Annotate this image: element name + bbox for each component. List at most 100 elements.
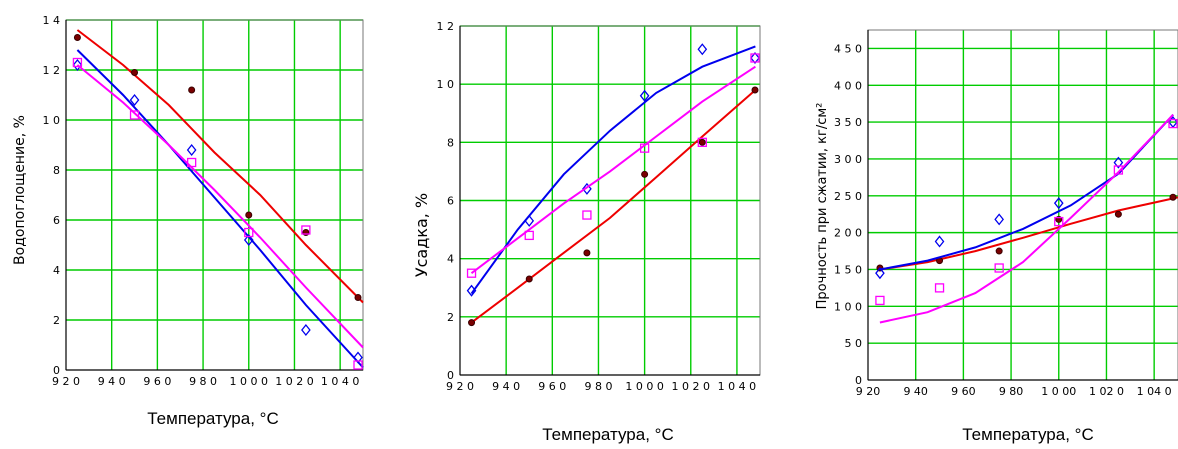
x-tick-label: 9 6 0 xyxy=(143,375,171,388)
y-tick-label: 4 xyxy=(53,264,60,277)
series-2 xyxy=(466,53,760,278)
plot-area xyxy=(65,19,364,371)
y-tick-label: 8 xyxy=(53,164,60,177)
y-tick-label: 0 xyxy=(53,364,60,377)
series-2 xyxy=(875,114,1178,324)
data-point xyxy=(131,69,139,76)
data-point xyxy=(301,225,311,235)
x-tick-label: 1 04 0 xyxy=(1137,385,1172,398)
series-line xyxy=(76,49,364,369)
x-axis-label: Температура, °С xyxy=(962,425,1093,444)
data-point xyxy=(697,43,708,56)
y-tick-label: 6 xyxy=(447,195,454,208)
data-point xyxy=(994,213,1004,226)
series-0 xyxy=(73,29,364,304)
data-point xyxy=(245,211,253,219)
data-point xyxy=(188,86,196,94)
chart-water-absorption: Водопоглощение, % Температура, °С 9 2 0 9… xyxy=(12,14,364,428)
series-line xyxy=(470,89,757,324)
x-tick-label: 9 4 0 xyxy=(98,375,126,388)
data-point xyxy=(187,157,197,168)
x-tick-label: 9 2 0 xyxy=(52,375,80,388)
y-tick-label: 5 0 xyxy=(845,337,863,350)
x-axis-label: Температура, °С xyxy=(147,409,278,428)
series-line xyxy=(879,196,1178,271)
plot-background xyxy=(66,20,363,370)
data-point xyxy=(353,351,363,364)
y-axis-label: Усадка, % xyxy=(412,193,431,277)
series-0 xyxy=(468,86,759,327)
series-0 xyxy=(876,193,1178,272)
data-point xyxy=(639,89,650,102)
series-line xyxy=(76,29,364,304)
data-point xyxy=(697,137,707,147)
data-point xyxy=(995,247,1003,255)
data-point xyxy=(750,53,760,63)
data-point xyxy=(750,51,760,65)
x-tick-label: 1 0 4 0 xyxy=(321,375,359,388)
plot-area xyxy=(867,29,1178,381)
data-point xyxy=(524,230,534,241)
y-tick-label: 2 xyxy=(447,311,454,324)
data-point xyxy=(1054,216,1064,227)
y-tick-label: 4 5 0 xyxy=(834,42,862,55)
data-point xyxy=(129,110,140,120)
plot-area xyxy=(459,25,761,376)
data-point xyxy=(1114,210,1122,218)
data-point xyxy=(243,233,254,247)
data-point xyxy=(72,57,83,68)
y-tick-label: 1 4 xyxy=(43,14,61,27)
series-1 xyxy=(72,49,364,369)
x-tick-label: 9 8 0 xyxy=(584,380,612,393)
x-tick-label: 1 0 4 0 xyxy=(718,380,756,393)
data-point xyxy=(466,268,477,278)
series-1 xyxy=(466,43,760,297)
plot-background xyxy=(868,30,1178,380)
y-tick-label: 2 xyxy=(53,314,60,327)
data-point xyxy=(244,227,254,238)
x-tick-label: 9 80 xyxy=(999,385,1024,398)
data-point xyxy=(72,58,83,72)
chart-compressive-strength: Прочность при сжатии, кг/см² Температура… xyxy=(815,29,1178,444)
x-tick-label: 1 0 0 0 xyxy=(230,375,268,388)
data-point xyxy=(639,143,650,153)
y-tick-label: 6 xyxy=(53,214,60,227)
data-point xyxy=(934,235,945,248)
x-axis-label: Температура, °С xyxy=(542,425,673,444)
y-tick-label: 1 0 xyxy=(43,114,61,127)
y-tick-label: 1 5 0 xyxy=(834,263,862,276)
data-point xyxy=(353,360,363,370)
y-tick-label: 4 xyxy=(447,253,454,266)
data-point xyxy=(354,294,362,301)
x-tick-label: 9 60 xyxy=(951,385,976,398)
data-point xyxy=(583,249,591,257)
data-point xyxy=(1169,193,1177,201)
data-point xyxy=(698,138,706,146)
series-line xyxy=(76,64,364,349)
x-tick-label: 9 8 0 xyxy=(189,375,217,388)
y-tick-label: 1 2 xyxy=(43,64,61,77)
series-line xyxy=(470,65,756,274)
y-tick-label: 4 0 0 xyxy=(834,79,862,92)
data-point xyxy=(751,86,759,94)
y-tick-label: 0 xyxy=(855,374,862,387)
series-line xyxy=(879,114,1174,324)
x-tick-label: 1 02 0 xyxy=(1089,385,1124,398)
x-tick-label: 9 40 xyxy=(903,385,928,398)
x-tick-label: 9 4 0 xyxy=(492,380,520,393)
data-point xyxy=(301,323,311,337)
x-tick-label: 9 20 xyxy=(856,385,881,398)
x-tick-label: 1 0 0 0 xyxy=(625,380,663,393)
data-point xyxy=(582,182,592,195)
data-point xyxy=(524,214,535,227)
y-tick-label: 1 0 0 xyxy=(834,300,862,313)
data-point xyxy=(994,263,1004,273)
y-axis-label: Прочность при сжатии, кг/см² xyxy=(815,103,830,310)
y-tick-label: 8 xyxy=(447,136,454,149)
data-point xyxy=(73,34,81,41)
x-tick-label: 9 6 0 xyxy=(538,380,566,393)
data-point xyxy=(129,93,140,107)
data-point xyxy=(934,283,945,293)
y-tick-label: 1 2 xyxy=(437,20,455,33)
